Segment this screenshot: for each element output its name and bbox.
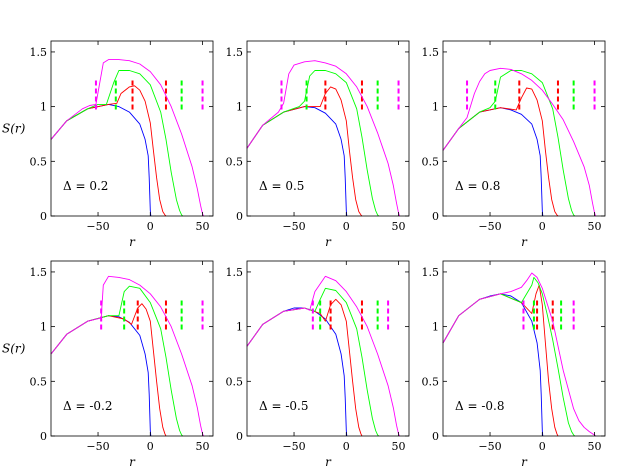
series-line: [442, 272, 596, 437]
y-tick-label: 1.5: [30, 46, 48, 59]
x-tick-label: 50: [588, 220, 602, 233]
x-axis-label: r: [129, 455, 136, 466]
chart-panel: −50 0 50 0 0.5 1 1.5 Δ = 0.5 r: [226, 40, 410, 249]
y-tick-label: 0: [432, 430, 439, 443]
y-tick-label: 0.5: [422, 155, 440, 168]
series-line: [246, 307, 348, 437]
chart-panel: −50 0 50 0 0.5 1 1.5 Δ = 0.2 r S(r): [2, 40, 214, 249]
y-tick-label: 1.5: [226, 266, 244, 279]
plot-frame: [50, 40, 214, 217]
x-tick-label: −50: [478, 220, 501, 233]
x-tick-label: −50: [86, 440, 109, 453]
series-line: [50, 85, 167, 217]
x-tick-label: 50: [588, 440, 602, 453]
series-line: [50, 70, 184, 217]
plot-frame: [442, 40, 606, 217]
series-line: [246, 275, 401, 437]
series-line: [442, 293, 544, 437]
y-tick-label: 0: [236, 430, 243, 443]
series-line: [246, 106, 348, 217]
series-line: [442, 70, 576, 217]
x-tick-label: 0: [539, 220, 546, 233]
series-line: [442, 87, 559, 217]
series-line: [246, 86, 363, 217]
delta-annotation: Δ = -0.5: [259, 399, 309, 413]
y-tick-label: 0: [40, 210, 47, 223]
y-tick-label: 0.5: [30, 155, 48, 168]
series-line: [246, 298, 363, 437]
series-line: [442, 284, 559, 437]
y-tick-label: 0.5: [422, 375, 440, 388]
delta-annotation: Δ = 0.2: [63, 179, 108, 193]
x-tick-label: −50: [478, 440, 501, 453]
series-line: [246, 60, 401, 217]
y-tick-label: 0.5: [226, 375, 244, 388]
x-tick-label: 50: [196, 440, 210, 453]
plot-frame: [246, 40, 410, 217]
y-axis-label: S(r): [2, 122, 26, 136]
series-line: [246, 70, 380, 217]
delta-annotation: Δ = 0.8: [455, 179, 500, 193]
series-line: [50, 303, 167, 437]
y-tick-label: 1: [236, 101, 243, 114]
x-tick-label: 50: [196, 220, 210, 233]
series-line: [50, 315, 152, 437]
x-tick-label: −50: [86, 220, 109, 233]
y-tick-label: 1: [432, 321, 439, 334]
series-line: [50, 275, 205, 437]
plot-frame: [442, 260, 606, 437]
x-tick-label: 0: [147, 220, 154, 233]
y-tick-label: 0: [432, 210, 439, 223]
delta-annotation: Δ = -0.2: [63, 399, 113, 413]
delta-annotation: Δ = -0.8: [455, 399, 505, 413]
delta-annotation: Δ = 0.5: [259, 179, 304, 193]
x-tick-label: 0: [343, 440, 350, 453]
chart-panel: −50 0 50 0 0.5 1 1.5 Δ = -0.2 r S(r): [2, 260, 214, 466]
chart-panel: −50 0 50 0 0.5 1 1.5 Δ = -0.5 r: [226, 260, 410, 466]
plot-frame: [246, 260, 410, 437]
chart-panel: −50 0 50 0 0.5 1 1.5 Δ = 0.8 r: [422, 40, 606, 249]
y-tick-label: 1.5: [30, 266, 48, 279]
x-axis-label: r: [325, 455, 332, 466]
y-tick-label: 1: [432, 101, 439, 114]
x-axis-label: r: [129, 235, 136, 249]
y-axis-label: S(r): [2, 342, 26, 356]
series-line: [442, 107, 544, 217]
y-tick-label: 0: [236, 210, 243, 223]
y-tick-label: 0: [40, 430, 47, 443]
y-tick-label: 1: [40, 321, 47, 334]
series-line: [442, 67, 597, 217]
x-tick-label: 0: [343, 220, 350, 233]
y-tick-label: 1: [40, 101, 47, 114]
x-tick-label: −50: [282, 220, 305, 233]
series-line: [50, 285, 184, 437]
plot-frame: [50, 260, 214, 437]
y-tick-label: 1: [236, 321, 243, 334]
y-tick-label: 1.5: [422, 46, 440, 59]
x-axis-label: r: [521, 235, 528, 249]
y-tick-label: 1.5: [226, 46, 244, 59]
y-tick-label: 1.5: [422, 266, 440, 279]
x-axis-label: r: [521, 455, 528, 466]
x-tick-label: 50: [392, 220, 406, 233]
y-tick-label: 0.5: [226, 155, 244, 168]
chart-panel: −50 0 50 0 0.5 1 1.5 Δ = -0.8 r: [422, 260, 606, 466]
x-tick-label: 0: [147, 440, 154, 453]
x-axis-label: r: [325, 235, 332, 249]
y-tick-label: 0.5: [30, 375, 48, 388]
series-line: [50, 59, 205, 217]
x-tick-label: 50: [392, 440, 406, 453]
x-tick-label: −50: [282, 440, 305, 453]
x-tick-label: 0: [539, 440, 546, 453]
